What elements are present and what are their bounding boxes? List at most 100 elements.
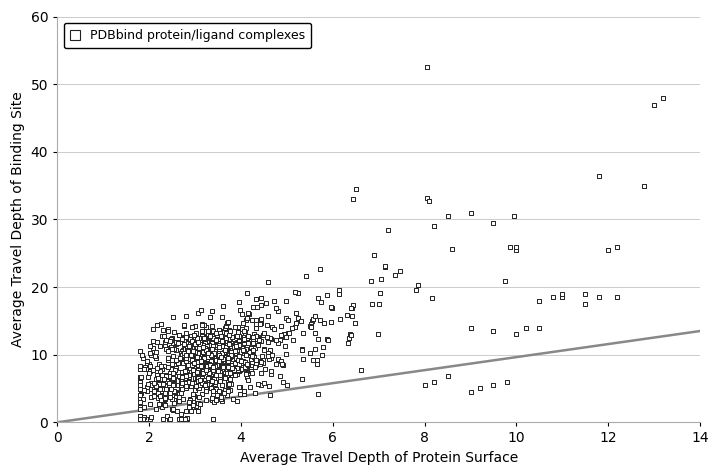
Point — [192, 338, 204, 346]
Point — [220, 375, 231, 382]
Point — [176, 352, 188, 360]
Point — [176, 349, 187, 357]
Point — [217, 368, 229, 376]
Point — [148, 325, 159, 333]
Point — [234, 391, 246, 398]
Point — [166, 387, 178, 395]
Point — [168, 399, 180, 407]
Point — [427, 294, 438, 302]
Point — [281, 314, 292, 322]
Point — [227, 395, 238, 403]
Point — [134, 385, 145, 392]
Point — [307, 315, 318, 323]
Point — [156, 391, 168, 399]
Point — [189, 356, 201, 364]
Point — [369, 251, 380, 258]
Point — [334, 316, 346, 323]
Point — [192, 336, 203, 344]
Point — [520, 324, 531, 331]
Point — [197, 379, 208, 387]
Point — [179, 334, 190, 341]
Point — [207, 366, 219, 374]
Point — [164, 369, 176, 377]
Point — [207, 387, 218, 395]
Point — [238, 349, 250, 357]
Point — [190, 355, 202, 363]
Point — [194, 338, 205, 346]
Point — [163, 379, 174, 387]
Point — [182, 347, 194, 355]
Point — [207, 364, 219, 371]
Point — [220, 324, 231, 331]
Point — [240, 346, 252, 353]
Point — [187, 366, 199, 373]
Point — [174, 331, 185, 338]
Point — [233, 383, 245, 390]
Point — [182, 361, 194, 369]
Point — [233, 364, 245, 372]
Point — [210, 351, 222, 358]
Point — [189, 379, 200, 387]
Point — [158, 326, 169, 334]
Point — [210, 397, 222, 404]
Point — [179, 378, 191, 386]
Point — [256, 352, 267, 360]
Point — [134, 415, 145, 423]
Point — [251, 339, 262, 347]
Point — [465, 388, 477, 396]
Point — [179, 349, 190, 357]
Point — [312, 336, 324, 343]
Point — [207, 339, 218, 347]
Point — [281, 381, 292, 389]
Point — [234, 306, 246, 314]
Point — [246, 352, 258, 360]
Point — [233, 298, 245, 306]
Point — [244, 337, 256, 345]
Point — [189, 386, 201, 394]
Point — [233, 366, 244, 374]
Point — [179, 342, 190, 349]
Point — [181, 362, 192, 369]
Point — [174, 373, 186, 380]
Point — [192, 366, 204, 374]
Point — [233, 341, 244, 349]
Point — [210, 350, 221, 358]
Point — [201, 344, 212, 352]
Point — [163, 386, 174, 394]
Point — [188, 403, 199, 411]
Point — [222, 354, 234, 362]
Point — [144, 401, 156, 408]
Point — [253, 337, 264, 344]
Point — [231, 370, 243, 378]
Point — [176, 358, 187, 366]
Point — [181, 373, 192, 380]
Point — [240, 370, 252, 377]
Point — [208, 375, 220, 383]
Point — [240, 364, 252, 372]
Point — [266, 367, 277, 374]
Point — [220, 362, 231, 369]
Point — [230, 342, 242, 350]
Point — [297, 346, 308, 354]
Point — [215, 343, 227, 350]
Point — [254, 321, 266, 328]
Point — [196, 359, 207, 367]
Point — [197, 348, 209, 356]
Point — [218, 353, 230, 360]
Point — [311, 356, 323, 364]
Point — [220, 357, 232, 365]
Point — [134, 406, 145, 413]
Point — [197, 390, 208, 397]
Point — [263, 355, 274, 363]
Point — [223, 326, 235, 334]
Point — [379, 262, 391, 270]
Point — [210, 375, 222, 382]
Point — [259, 365, 271, 373]
Point — [314, 265, 325, 273]
Point — [230, 371, 241, 378]
Point — [185, 401, 197, 409]
Point — [216, 313, 228, 321]
Point — [243, 309, 254, 317]
Point — [134, 412, 145, 420]
Point — [196, 353, 207, 361]
